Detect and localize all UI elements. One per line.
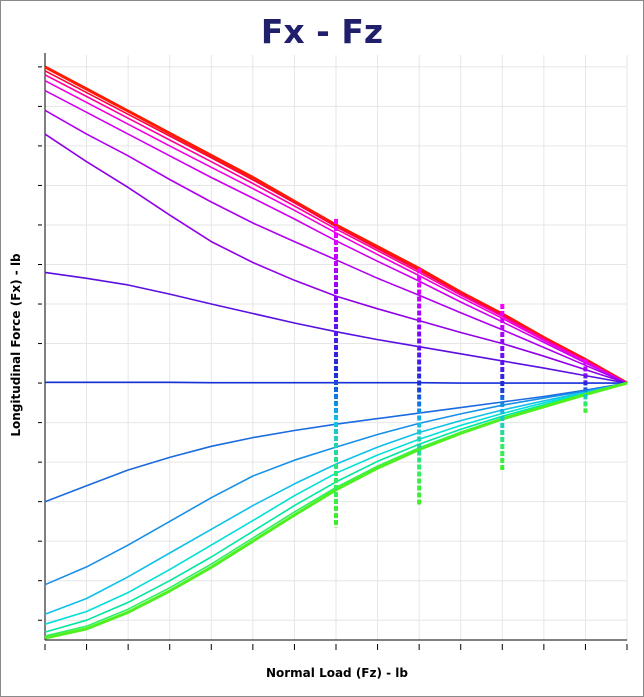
x-axis-label: Normal Load (Fz) - lb [265, 666, 409, 680]
chart-title: Fx - Fz [260, 12, 384, 51]
markers-layer [334, 219, 588, 528]
series-line-4 [44, 79, 628, 384]
series-line-1 [44, 65, 628, 385]
grid [44, 55, 628, 640]
axes [38, 53, 628, 650]
series-line-6 [44, 109, 628, 384]
